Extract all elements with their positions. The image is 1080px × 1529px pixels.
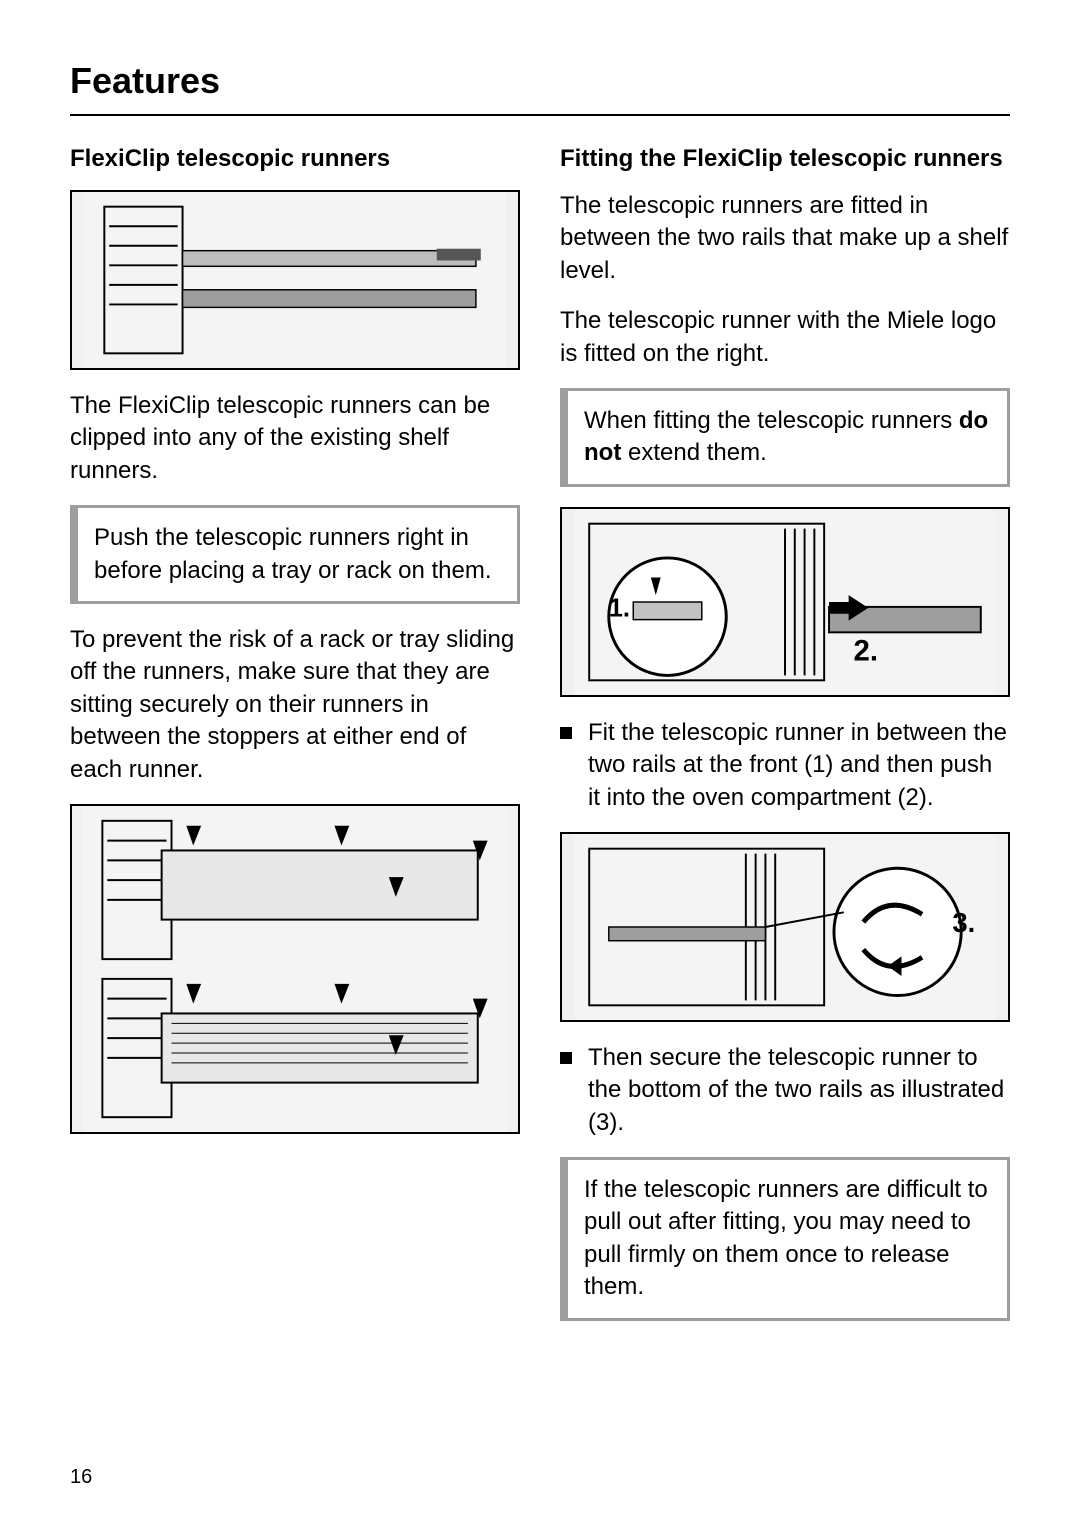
manual-page: Features FlexiClip telescopic runners xyxy=(0,0,1080,1529)
page-title: Features xyxy=(70,60,1010,102)
title-rule xyxy=(70,114,1010,116)
callout-1-label: 1. xyxy=(609,594,630,622)
left-column: FlexiClip telescopic runners The FlexiCl… xyxy=(70,144,520,1341)
notice-text: Push the telescopic runners right in bef… xyxy=(94,524,492,583)
right-column: Fitting the FlexiClip telescopic runners… xyxy=(560,144,1010,1341)
notice-text-post: extend them. xyxy=(621,439,766,466)
left-subheading: FlexiClip telescopic runners xyxy=(70,144,520,174)
left-notice-1: Push the telescopic runners right in bef… xyxy=(70,505,520,604)
right-notice-1: When fitting the telescopic runners do n… xyxy=(560,388,1010,487)
left-paragraph-1: The FlexiClip telescopic runners can be … xyxy=(70,390,520,487)
left-figure-1 xyxy=(70,190,520,370)
left-paragraph-2: To prevent the risk of a rack or tray sl… xyxy=(70,624,520,786)
right-paragraph-2: The telescopic runner with the Miele log… xyxy=(560,305,1010,370)
left-figure-2 xyxy=(70,804,520,1134)
right-bullet-list-1: Fit the telescopic runner in between the… xyxy=(560,717,1010,814)
list-item: Fit the telescopic runner in between the… xyxy=(560,717,1010,814)
list-item: Then secure the telescopic runner to the… xyxy=(560,1042,1010,1139)
notice-text-pre: When fitting the telescopic runners xyxy=(584,407,959,434)
right-notice-2: If the telescopic runners are difficult … xyxy=(560,1157,1010,1321)
two-column-layout: FlexiClip telescopic runners The FlexiCl… xyxy=(70,144,1010,1341)
right-figure-1: 1. 2. xyxy=(560,507,1010,697)
right-figure-2: 3. xyxy=(560,832,1010,1022)
page-number: 16 xyxy=(70,1466,92,1489)
right-bullet-list-2: Then secure the telescopic runner to the… xyxy=(560,1042,1010,1139)
notice-text: If the telescopic runners are difficult … xyxy=(584,1176,988,1300)
callout-2-label: 2. xyxy=(854,634,879,667)
right-subheading: Fitting the FlexiClip telescopic runners xyxy=(560,144,1010,174)
right-paragraph-1: The telescopic runners are fitted in bet… xyxy=(560,190,1010,287)
callout-3-label: 3. xyxy=(952,907,975,938)
